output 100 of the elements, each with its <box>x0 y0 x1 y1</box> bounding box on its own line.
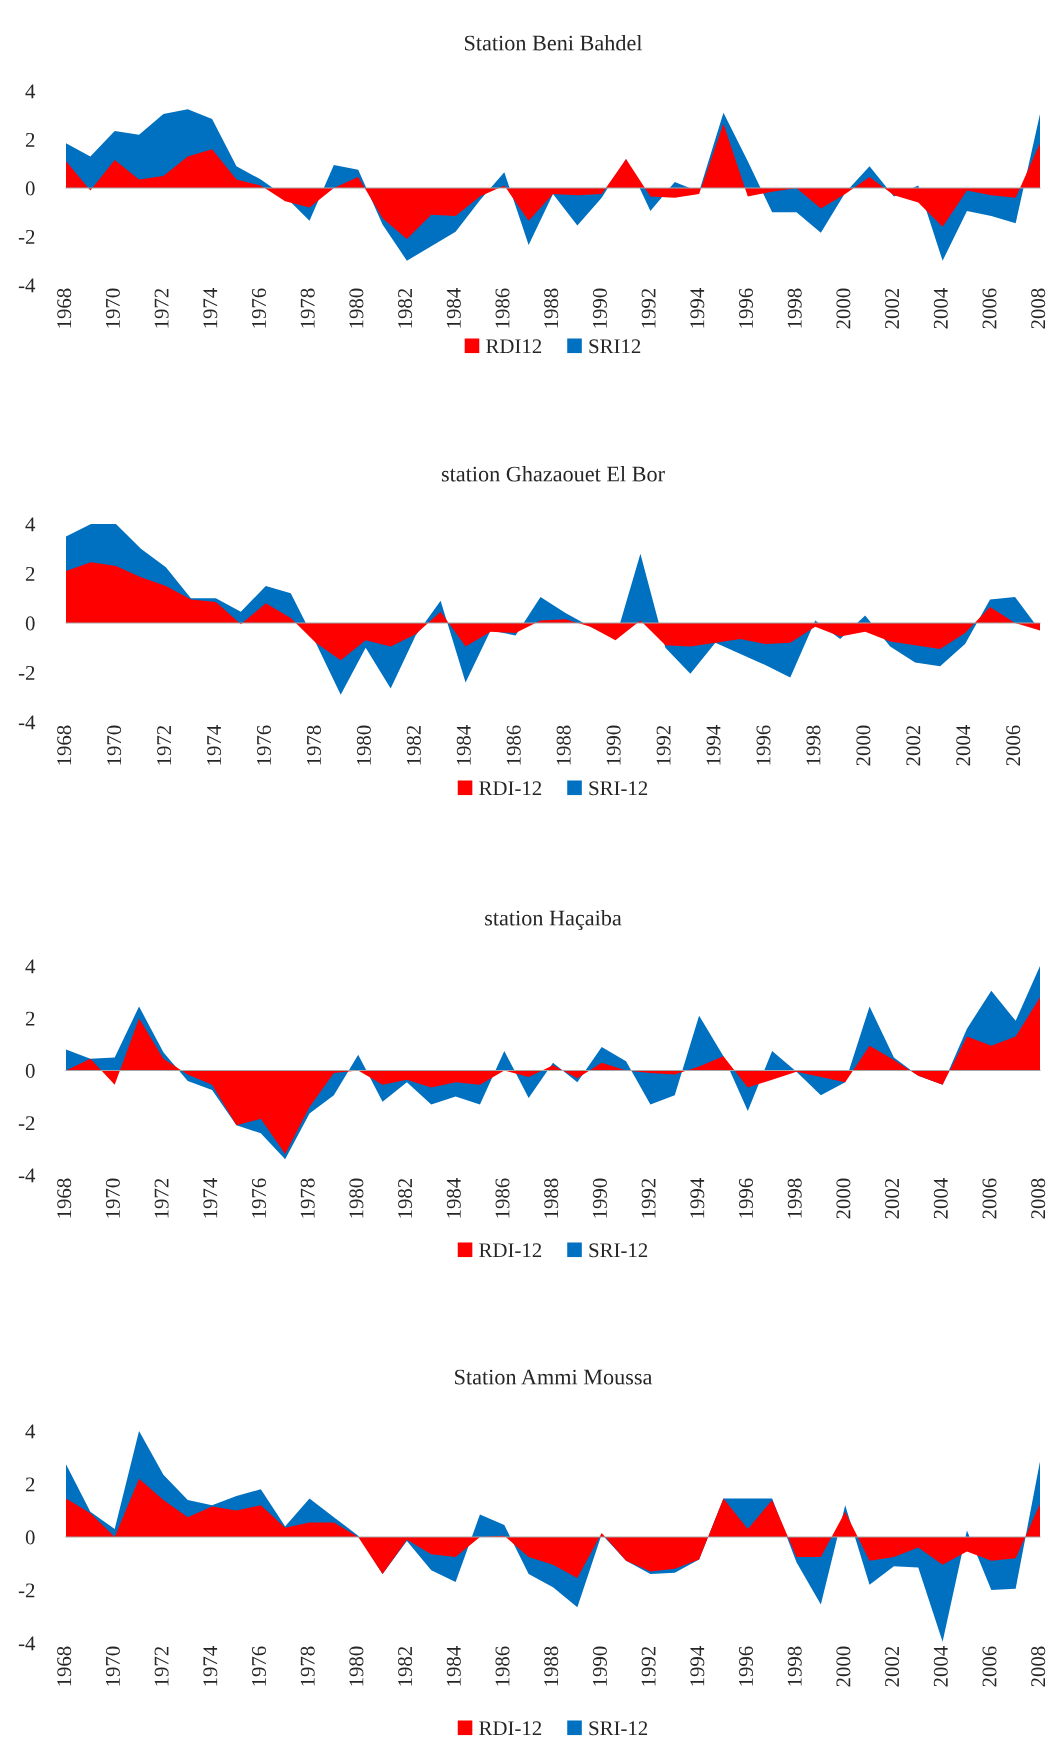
y-tick-label: 0 <box>25 181 35 196</box>
x-tick-label: 2004 <box>933 1646 948 1687</box>
y-tick-label: 4 <box>25 517 36 532</box>
chart-title: Station Ammi Moussa <box>455 1369 653 1385</box>
y-tick-label: -2 <box>18 665 35 680</box>
x-tick-label: 1990 <box>592 288 607 328</box>
legend-label: SRI-12 <box>589 1721 648 1736</box>
y-tick-label: -4 <box>18 715 36 730</box>
x-tick-label: 1972 <box>154 1178 169 1218</box>
x-tick-label: 2002 <box>885 1178 900 1219</box>
x-tick-label: 1974 <box>203 288 218 328</box>
x-tick-label: 1984 <box>446 1178 461 1218</box>
x-tick-label: 1998 <box>787 1646 802 1686</box>
x-tick-label: 1996 <box>739 1646 754 1686</box>
x-tick-label: 1992 <box>656 725 671 765</box>
x-tick-label: 1980 <box>349 1646 364 1686</box>
chart-title: station Ghazaouet El Bor <box>441 465 665 482</box>
y-tick-label: 0 <box>25 1530 35 1545</box>
x-tick-label: 1982 <box>406 725 421 765</box>
y-tick-label: 2 <box>25 1011 35 1026</box>
x-tick-label: 1978 <box>300 1178 315 1218</box>
x-tick-label: 1992 <box>641 1178 656 1218</box>
x-tick-label: 1982 <box>398 1646 413 1686</box>
x-tick-label: 1972 <box>154 288 169 328</box>
x-tick-label: 1996 <box>756 725 771 765</box>
x-tick-label: 1972 <box>157 725 172 765</box>
x-tick-label: 1988 <box>544 288 559 328</box>
x-tick-label: 1986 <box>495 1646 510 1686</box>
x-tick-label: 1994 <box>690 1646 705 1686</box>
x-tick-label: 1970 <box>105 1646 120 1686</box>
x-tick-label: 1968 <box>57 725 72 765</box>
x-tick-label: 2000 <box>856 725 871 766</box>
y-tick-label: -4 <box>18 1168 36 1183</box>
y-tick-label: -2 <box>18 229 35 244</box>
x-tick-label: 2008 <box>1031 1646 1046 1687</box>
chart-title: station Haçaiba <box>485 909 622 931</box>
x-tick-label: 2006 <box>982 1178 997 1219</box>
x-tick-label: 1974 <box>203 1178 218 1218</box>
x-tick-label: 1990 <box>592 1178 607 1218</box>
x-tick-label: 1976 <box>252 1178 267 1218</box>
x-tick-label: 1978 <box>300 288 315 328</box>
x-tick-label: 1980 <box>356 725 371 765</box>
legend-label: RDI-12 <box>479 1721 542 1736</box>
y-tick-label: 4 <box>25 959 36 974</box>
x-tick-label: 2008 <box>1031 1178 1046 1219</box>
x-tick-label: 1996 <box>739 288 754 328</box>
y-tick-label: -2 <box>18 1116 35 1130</box>
x-tick-label: 1970 <box>105 1178 120 1218</box>
y-tick-label: -4 <box>18 278 36 293</box>
x-tick-label: 1968 <box>57 1646 72 1686</box>
x-tick-label: 2004 <box>956 725 971 766</box>
y-tick-label: 2 <box>25 132 35 147</box>
x-tick-label: 1994 <box>690 288 705 328</box>
x-tick-label: 2002 <box>885 288 900 329</box>
x-tick-label: 2006 <box>982 288 997 329</box>
x-tick-label: 1994 <box>690 1178 705 1218</box>
legend-label: RDI-12 <box>479 781 542 796</box>
x-tick-label: 2008 <box>1031 288 1046 329</box>
x-tick-label: 1982 <box>398 288 413 328</box>
x-tick-label: 1976 <box>252 1646 267 1686</box>
x-tick-label: 1998 <box>806 725 821 765</box>
x-tick-label: 1986 <box>506 725 521 765</box>
x-tick-label: 1988 <box>556 725 571 765</box>
y-tick-label: -2 <box>18 1583 35 1598</box>
x-tick-label: 1990 <box>606 725 621 765</box>
legend-label: RDI12 <box>486 339 542 354</box>
x-tick-label: 2004 <box>933 1178 948 1219</box>
x-tick-label: 2006 <box>1006 725 1021 766</box>
x-tick-label: 1992 <box>641 1646 656 1686</box>
x-tick-label: 1972 <box>154 1646 169 1686</box>
y-tick-label: 2 <box>25 566 35 581</box>
x-tick-label: 1988 <box>544 1646 559 1686</box>
y-tick-label: 4 <box>25 1424 36 1439</box>
x-tick-label: 2000 <box>836 1646 851 1687</box>
x-tick-label: 1980 <box>349 1178 364 1218</box>
x-tick-label: 1988 <box>544 1178 559 1218</box>
x-tick-label: 2002 <box>885 1646 900 1687</box>
y-tick-label: 4 <box>25 84 36 99</box>
x-tick-label: 1978 <box>300 1646 315 1686</box>
x-tick-label: 1986 <box>495 288 510 328</box>
x-tick-label: 1984 <box>446 288 461 328</box>
x-tick-label: 2000 <box>836 1178 851 1219</box>
legend-label: RDI-12 <box>479 1243 542 1258</box>
x-tick-label: 1982 <box>398 1178 413 1218</box>
x-tick-label: 1986 <box>495 1178 510 1218</box>
x-tick-label: 1980 <box>349 288 364 328</box>
y-tick-label: 2 <box>25 1477 35 1492</box>
x-tick-label: 1994 <box>706 725 721 765</box>
chart-title: Station Beni Bahdel <box>464 34 643 51</box>
x-tick-label: 1984 <box>456 725 471 765</box>
y-tick-label: 0 <box>25 1063 35 1078</box>
x-tick-label: 1998 <box>787 1178 802 1218</box>
x-tick-label: 2006 <box>982 1646 997 1687</box>
legend-label: SRI12 <box>589 339 641 354</box>
x-tick-label: 2000 <box>836 288 851 329</box>
x-tick-label: 1970 <box>105 288 120 328</box>
legend-label: SRI-12 <box>589 1243 648 1258</box>
x-tick-label: 1984 <box>446 1646 461 1686</box>
x-tick-label: 1970 <box>107 725 122 765</box>
x-tick-label: 1968 <box>57 1178 72 1218</box>
